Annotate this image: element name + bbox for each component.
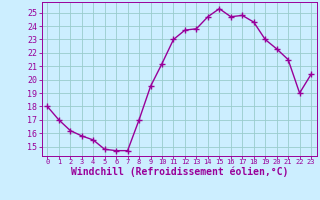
X-axis label: Windchill (Refroidissement éolien,°C): Windchill (Refroidissement éolien,°C) — [70, 166, 288, 177]
